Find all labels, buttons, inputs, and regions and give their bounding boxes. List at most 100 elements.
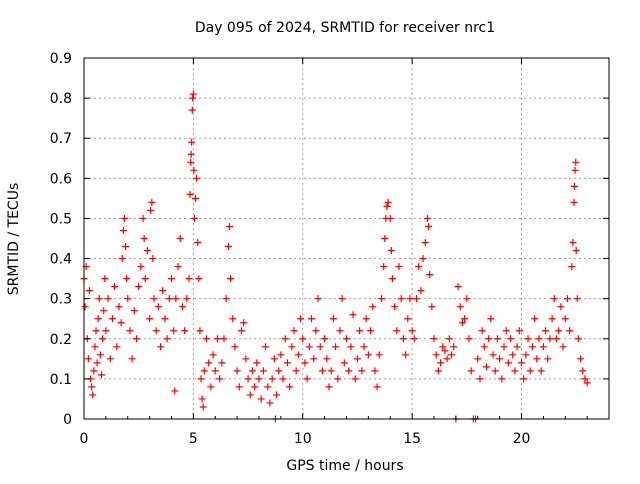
data-point [526, 367, 534, 375]
data-point [117, 319, 125, 327]
data-point [402, 351, 410, 359]
data-point [188, 138, 196, 146]
data-point [200, 367, 208, 375]
data-point [483, 363, 490, 371]
data-point [231, 343, 239, 351]
data-point [290, 327, 298, 335]
data-point [432, 351, 440, 359]
data-point [213, 335, 221, 343]
data-point [294, 351, 302, 359]
data-point [360, 343, 368, 351]
data-point [205, 359, 213, 367]
data-point [456, 303, 464, 311]
x-axis-label: GPS time / hours [286, 458, 403, 474]
data-point [94, 315, 102, 323]
data-point [371, 367, 379, 375]
data-point [321, 335, 329, 343]
data-point [515, 327, 523, 335]
data-point [349, 311, 357, 319]
data-point [225, 222, 233, 230]
data-point [101, 275, 109, 283]
data-point [318, 367, 326, 375]
data-point [383, 202, 391, 210]
data-point [381, 235, 389, 242]
data-point [445, 335, 453, 343]
data-point [115, 303, 123, 311]
y-axis-label: SRMTID / TECUs [6, 183, 22, 296]
data-point [496, 355, 504, 363]
data-point [480, 343, 488, 351]
data-point [572, 158, 580, 166]
data-point [203, 335, 210, 343]
data-point [380, 263, 388, 271]
data-point [419, 255, 427, 263]
data-point [417, 287, 425, 295]
data-point [561, 315, 569, 323]
data-point [476, 375, 484, 383]
data-point [143, 247, 151, 255]
data-point [196, 327, 204, 335]
data-point [240, 319, 248, 327]
data-point [303, 375, 311, 383]
data-point [559, 343, 567, 351]
data-point [264, 383, 272, 391]
data-point [566, 327, 574, 335]
data-point [227, 275, 235, 283]
data-points [80, 90, 591, 423]
data-point [165, 295, 173, 303]
data-point [570, 198, 578, 206]
data-point [308, 315, 315, 323]
data-point [550, 295, 558, 303]
data-point [430, 335, 438, 343]
data-point [91, 343, 99, 351]
data-point [378, 295, 385, 303]
data-point [163, 335, 171, 343]
data-point [130, 307, 138, 315]
data-point [141, 275, 149, 283]
data-point [147, 206, 155, 214]
data-point [216, 375, 224, 383]
data-point [189, 90, 197, 98]
data-point [81, 303, 89, 311]
data-point [111, 283, 119, 291]
data-point [102, 327, 110, 335]
data-point [93, 359, 101, 367]
data-point [220, 335, 228, 343]
grid-lines [84, 58, 609, 419]
data-point [478, 327, 486, 335]
data-point [367, 327, 375, 335]
data-point [353, 355, 361, 363]
data-point [388, 275, 396, 283]
y-tick-label: 0.5 [50, 211, 72, 227]
data-point [174, 263, 182, 271]
data-point [187, 150, 195, 158]
data-point [181, 327, 189, 335]
data-point [327, 367, 335, 375]
data-point [176, 235, 184, 242]
data-point [92, 327, 100, 335]
data-point [270, 355, 278, 363]
data-point [98, 371, 105, 379]
y-tick-label: 0.7 [50, 131, 72, 147]
y-tick-labels: 0 0.1 0.2 0.3 0.4 0.5 0.6 0.7 0.8 0.9 [50, 51, 72, 428]
data-point [369, 303, 377, 311]
data-point [520, 375, 528, 383]
data-point [441, 347, 449, 355]
data-point [563, 295, 571, 303]
data-point [410, 335, 418, 343]
data-point [569, 239, 577, 247]
data-point [197, 375, 205, 383]
data-point [345, 367, 353, 375]
data-point [334, 375, 342, 383]
data-point [485, 335, 493, 343]
data-point [425, 222, 433, 230]
data-point [356, 327, 364, 335]
data-point [340, 359, 348, 367]
data-point [421, 239, 429, 247]
data-point [128, 355, 136, 363]
data-point [528, 343, 536, 351]
data-point [539, 343, 547, 351]
data-point [386, 214, 394, 222]
data-point [443, 355, 451, 363]
data-point [199, 403, 207, 411]
